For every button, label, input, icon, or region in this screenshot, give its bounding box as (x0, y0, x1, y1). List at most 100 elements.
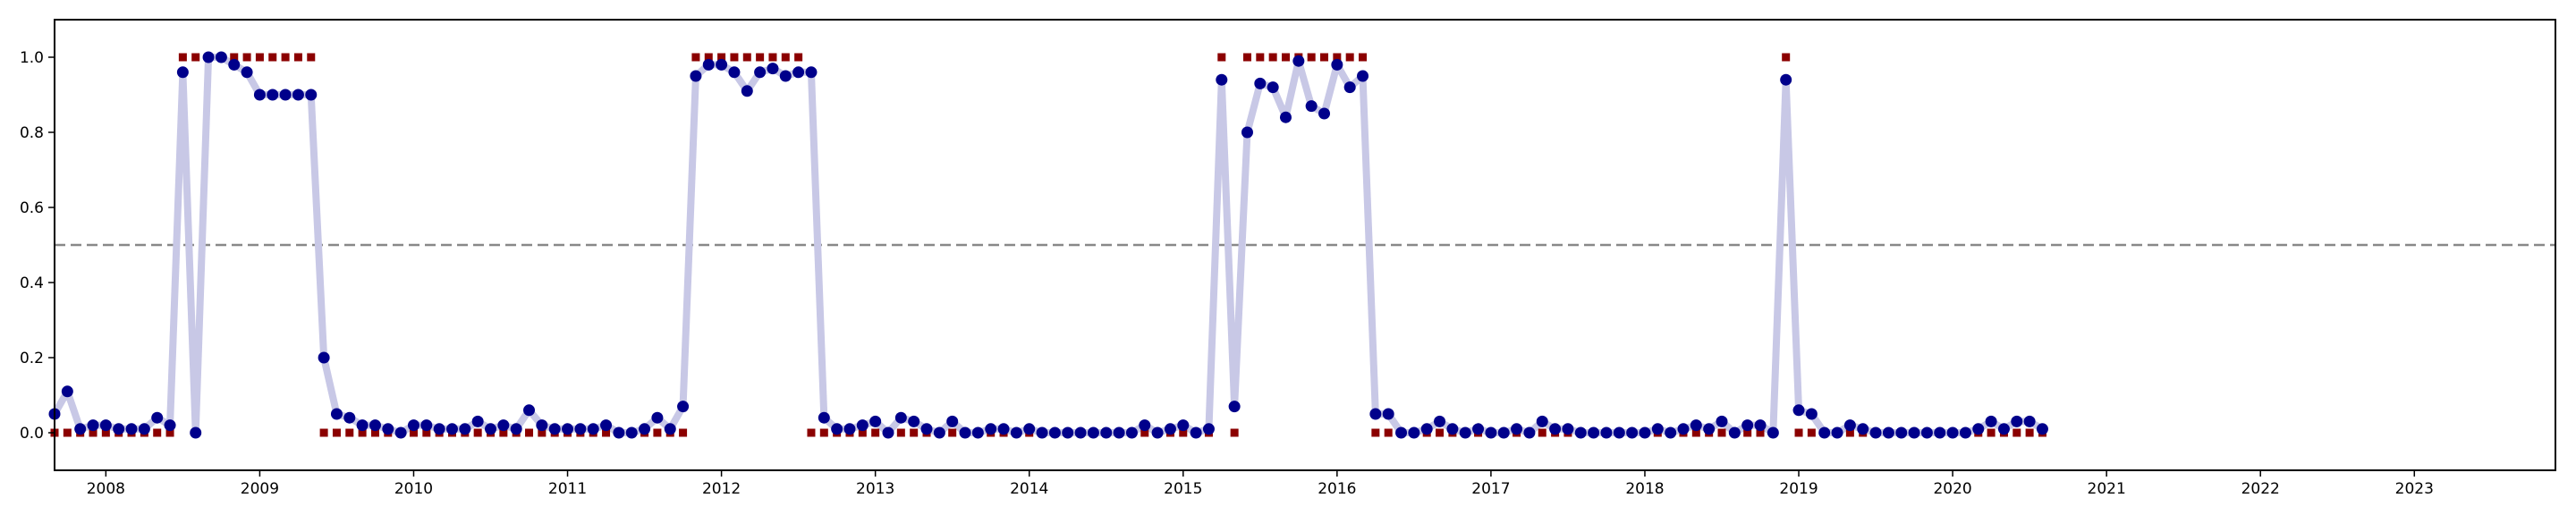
probability-point (767, 63, 779, 75)
actual-marker (819, 428, 828, 437)
probability-point (497, 419, 510, 432)
probability-point (1279, 111, 1292, 123)
probability-point (971, 426, 984, 439)
probability-point (228, 58, 241, 71)
probability-point (728, 66, 741, 79)
actual-marker (794, 53, 803, 62)
probability-point (1677, 423, 1690, 435)
actual-marker (1345, 53, 1354, 62)
actual-marker (499, 428, 508, 437)
probability-point (574, 423, 587, 435)
x-tick-label: 2018 (1625, 480, 1664, 498)
probability-point (1857, 423, 1869, 435)
probability-point (1497, 426, 1510, 439)
actual-marker (807, 428, 816, 437)
probability-point (985, 423, 997, 435)
probability-point (1882, 426, 1894, 439)
actual-marker (1307, 53, 1316, 62)
probability-point (1831, 426, 1843, 439)
probability-point (1113, 426, 1125, 439)
probability-point (1125, 426, 1138, 439)
probability-point (1254, 77, 1267, 89)
y-tick-label: 0.8 (20, 124, 44, 142)
actual-marker (948, 428, 957, 437)
probability-point (138, 423, 150, 435)
probability-point (1639, 426, 1651, 439)
probability-point (1728, 426, 1741, 439)
actual-marker (704, 53, 713, 62)
actual-marker (268, 53, 277, 62)
probability-point (1062, 426, 1074, 439)
actual-marker (307, 53, 316, 62)
x-tick-label: 2013 (856, 480, 894, 498)
actual-marker (1268, 53, 1277, 62)
probability-point (1805, 408, 1818, 420)
x-tick-label: 2016 (1318, 480, 1356, 498)
probability-point (113, 423, 125, 435)
probability-point (639, 423, 651, 435)
actual-marker (742, 53, 751, 62)
actual-marker (1807, 428, 1816, 437)
actual-marker (781, 53, 790, 62)
probability-point (2023, 415, 2036, 427)
probability-point (831, 423, 843, 435)
probability-point (562, 423, 574, 435)
actual-marker (242, 53, 251, 62)
probability-point (1843, 419, 1856, 432)
probability-point (1792, 404, 1805, 417)
probability-point (1100, 426, 1113, 439)
actual-marker (230, 53, 239, 62)
actual-marker (345, 428, 354, 437)
probability-point (1305, 100, 1318, 113)
probability-point (1869, 426, 1882, 439)
actual-marker (319, 428, 328, 437)
actual-marker (165, 428, 174, 437)
x-tick-label: 2010 (394, 480, 433, 498)
probability-point (1574, 426, 1587, 439)
actual-marker (473, 428, 482, 437)
probability-point (343, 411, 356, 424)
probability-point (1369, 408, 1382, 420)
actual-marker (293, 53, 302, 62)
probability-point (1318, 107, 1331, 120)
probability-point (253, 89, 266, 101)
actual-marker (1371, 428, 1380, 437)
probability-point (1357, 70, 1369, 82)
probability-point (1536, 415, 1548, 427)
probability-point (818, 411, 830, 424)
x-tick-label: 2020 (1933, 480, 1971, 498)
probability-point (1754, 419, 1767, 432)
x-tick-label: 2015 (1164, 480, 1202, 498)
probability-point (908, 415, 920, 427)
y-tick-label: 0.0 (20, 425, 44, 443)
actual-marker (409, 428, 418, 437)
probability-point (1036, 426, 1048, 439)
probability-point (587, 423, 599, 435)
actual-marker (756, 53, 765, 62)
probability-point (318, 351, 330, 364)
probability-point (1331, 58, 1343, 71)
y-axis: 0.0 0.2 0.4 0.6 0.8 1.0 (20, 49, 55, 443)
probability-point (1703, 423, 1716, 435)
probability-point (1048, 426, 1061, 439)
probability-point (1972, 423, 1985, 435)
actual-marker (1794, 428, 1803, 437)
probability-point (920, 423, 933, 435)
probability-point (1446, 423, 1459, 435)
y-tick-label: 1.0 (20, 49, 44, 67)
probability-point (1434, 415, 1446, 427)
actual-marker (602, 428, 611, 437)
probability-point (305, 89, 318, 101)
actual-marker (63, 428, 72, 437)
probability-point (1959, 426, 1971, 439)
actual-marker (1743, 428, 1752, 437)
actual-marker (1987, 428, 1996, 437)
probability-point (1690, 419, 1702, 432)
probability-point (382, 423, 394, 435)
probability-point (946, 415, 959, 427)
actual-marker (1281, 53, 1290, 62)
x-tick-label: 2017 (1471, 480, 1510, 498)
probability-point (292, 89, 304, 101)
actual-marker (717, 53, 726, 62)
actual-marker (768, 53, 777, 62)
